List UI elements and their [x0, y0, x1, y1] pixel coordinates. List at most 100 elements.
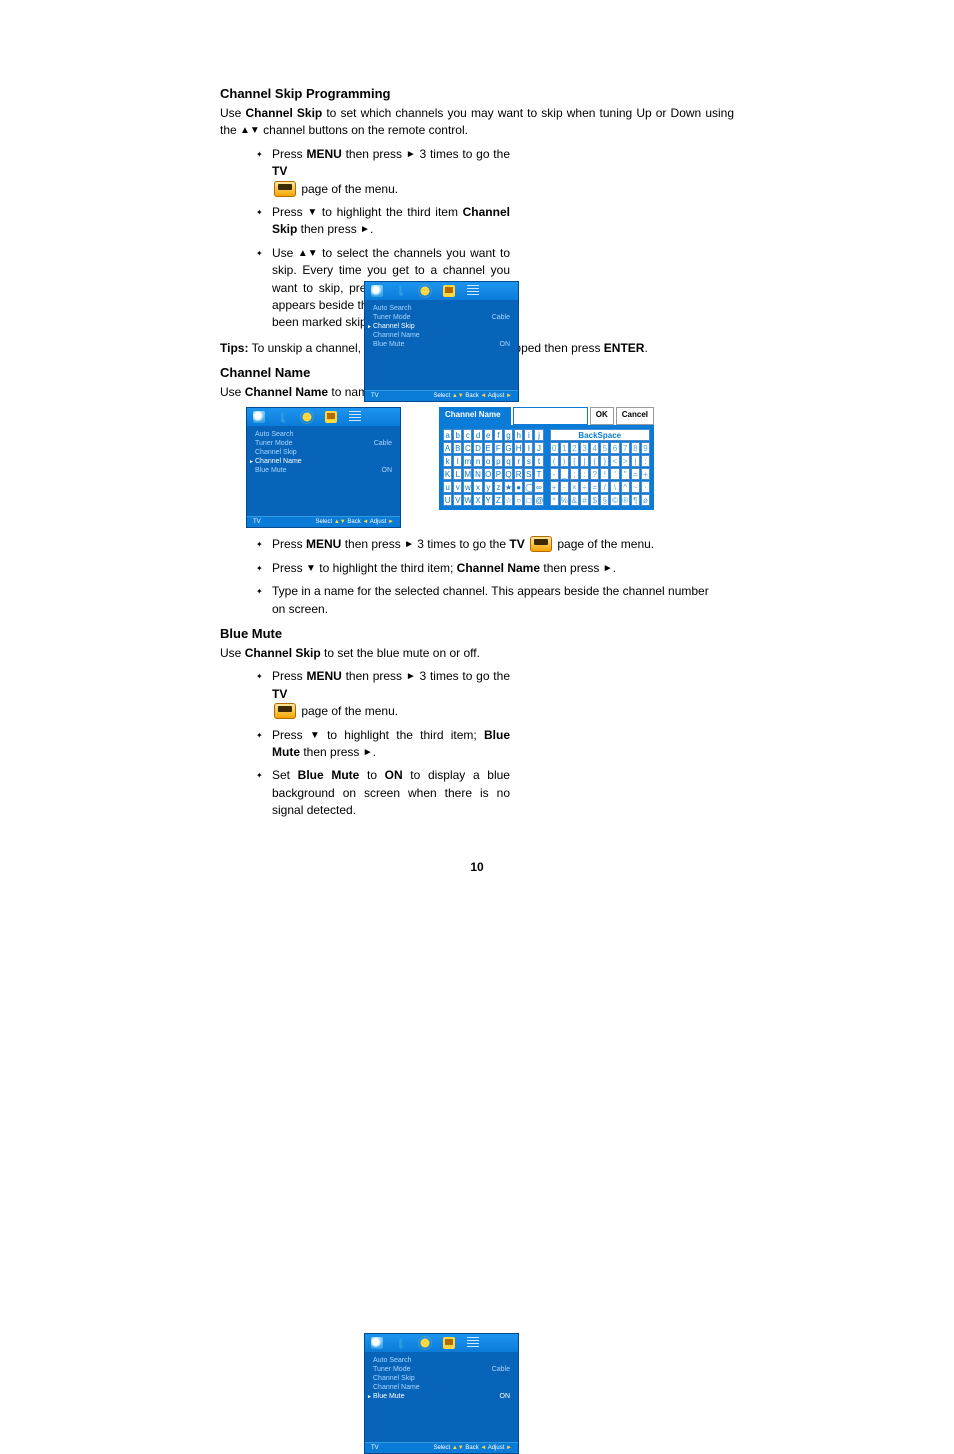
keyboard-key[interactable]: J	[534, 442, 543, 454]
keyboard-key[interactable]: 9	[641, 442, 650, 454]
keyboard-key[interactable]: I	[524, 442, 533, 454]
keyboard-key[interactable]: :	[580, 468, 589, 480]
keyboard-key[interactable]: '	[610, 468, 619, 480]
keyboard-key[interactable]: 7	[621, 442, 630, 454]
keyboard-key[interactable]: H	[514, 442, 523, 454]
keyboard-key[interactable]: D	[473, 442, 482, 454]
keyboard-key[interactable]: 4	[590, 442, 599, 454]
keyboard-key[interactable]: }	[600, 455, 609, 467]
keyboard-key[interactable]: ^	[621, 481, 630, 493]
keyboard-key[interactable]: f	[494, 429, 503, 441]
keyboard-input[interactable]	[513, 407, 587, 425]
keyboard-key[interactable]: {	[590, 455, 599, 467]
keyboard-key[interactable]: o	[484, 455, 493, 467]
keyboard-key[interactable]: g	[504, 429, 513, 441]
keyboard-key[interactable]: +	[550, 481, 559, 493]
keyboard-key[interactable]: -	[560, 481, 569, 493]
keyboard-key[interactable]: <	[610, 455, 619, 467]
keyboard-key[interactable]: S	[524, 468, 533, 480]
keyboard-key[interactable]: _	[560, 468, 569, 480]
keyboard-key[interactable]: A	[443, 442, 452, 454]
keyboard-key[interactable]: k	[443, 455, 452, 467]
keyboard-key[interactable]: %	[560, 494, 569, 506]
keyboard-key[interactable]: b	[453, 429, 462, 441]
keyboard-key[interactable]: Z	[494, 494, 503, 506]
keyboard-key[interactable]: -	[550, 468, 559, 480]
backspace-key[interactable]: BackSpace	[550, 429, 651, 441]
keyboard-key[interactable]: ○	[514, 494, 523, 506]
keyboard-key[interactable]: s	[524, 455, 533, 467]
keyboard-key[interactable]: ¶	[631, 494, 640, 506]
keyboard-key[interactable]: ~	[631, 481, 640, 493]
keyboard-key[interactable]: ×	[570, 481, 579, 493]
keyboard-key[interactable]: M	[463, 468, 472, 480]
keyboard-key[interactable]: ◯	[524, 481, 533, 493]
keyboard-key[interactable]: 0	[550, 442, 559, 454]
keyboard-key[interactable]: #	[580, 494, 589, 506]
keyboard-key[interactable]: z	[494, 481, 503, 493]
keyboard-key[interactable]: F	[494, 442, 503, 454]
keyboard-key[interactable]: ☆	[504, 494, 513, 506]
keyboard-key[interactable]: n	[473, 455, 482, 467]
keyboard-key[interactable]: "	[621, 468, 630, 480]
keyboard-key[interactable]: e	[484, 429, 493, 441]
keyboard-key[interactable]: l	[453, 455, 462, 467]
keyboard-key[interactable]: r	[514, 455, 523, 467]
cancel-button[interactable]: Cancel	[616, 407, 654, 425]
keyboard-key[interactable]: &	[570, 494, 579, 506]
keyboard-key[interactable]: /	[600, 481, 609, 493]
keyboard-key[interactable]: :	[641, 455, 650, 467]
keyboard-key[interactable]: ·	[641, 481, 650, 493]
keyboard-key[interactable]: i	[524, 429, 533, 441]
keyboard-key[interactable]: T	[534, 468, 543, 480]
keyboard-key[interactable]: v	[453, 481, 462, 493]
keyboard-key[interactable]: $	[590, 494, 599, 506]
keyboard-key[interactable]: x	[473, 481, 482, 493]
keyboard-key[interactable]: u	[443, 481, 452, 493]
keyboard-key[interactable]: X	[473, 494, 482, 506]
keyboard-key[interactable]: d	[473, 429, 482, 441]
keyboard-key[interactable]: w	[463, 481, 472, 493]
keyboard-key[interactable]: R	[514, 468, 523, 480]
ok-button[interactable]: OK	[590, 407, 614, 425]
keyboard-key[interactable]: §	[600, 494, 609, 506]
keyboard-key[interactable]: Y	[484, 494, 493, 506]
keyboard-key[interactable]: h	[514, 429, 523, 441]
keyboard-key[interactable]: )	[560, 455, 569, 467]
keyboard-key[interactable]: +	[641, 468, 650, 480]
keyboard-key[interactable]: *	[550, 494, 559, 506]
keyboard-key[interactable]: 8	[631, 442, 640, 454]
keyboard-key[interactable]: P	[494, 468, 503, 480]
keyboard-key[interactable]: Q	[504, 468, 513, 480]
keyboard-key[interactable]: \	[610, 481, 619, 493]
keyboard-key[interactable]: G	[504, 442, 513, 454]
keyboard-key[interactable]: ø	[641, 494, 650, 506]
keyboard-key[interactable]: 5	[600, 442, 609, 454]
keyboard-key[interactable]: B	[453, 442, 462, 454]
keyboard-key[interactable]: @	[534, 494, 543, 506]
keyboard-key[interactable]: a	[443, 429, 452, 441]
keyboard-key[interactable]: =	[590, 481, 599, 493]
keyboard-key[interactable]: ÷	[580, 481, 589, 493]
keyboard-key[interactable]: V	[453, 494, 462, 506]
keyboard-key[interactable]: W	[463, 494, 472, 506]
keyboard-key[interactable]: ★	[504, 481, 513, 493]
keyboard-key[interactable]: [	[570, 455, 579, 467]
keyboard-key[interactable]: 6	[610, 442, 619, 454]
keyboard-key[interactable]: y	[484, 481, 493, 493]
keyboard-key[interactable]: ∞	[534, 481, 543, 493]
keyboard-key[interactable]: E	[484, 442, 493, 454]
keyboard-key[interactable]: 3	[580, 442, 589, 454]
keyboard-key[interactable]: U	[443, 494, 452, 506]
keyboard-key[interactable]: =	[631, 468, 640, 480]
keyboard-key[interactable]: t	[534, 455, 543, 467]
keyboard-key[interactable]: 2	[570, 442, 579, 454]
keyboard-key[interactable]: >	[621, 455, 630, 467]
keyboard-key[interactable]: (	[550, 455, 559, 467]
keyboard-key[interactable]: ?	[590, 468, 599, 480]
keyboard-key[interactable]: ]	[580, 455, 589, 467]
keyboard-key[interactable]: m	[463, 455, 472, 467]
keyboard-key[interactable]: ●	[514, 481, 523, 493]
keyboard-key[interactable]: |	[631, 455, 640, 467]
keyboard-key[interactable]: ;	[570, 468, 579, 480]
